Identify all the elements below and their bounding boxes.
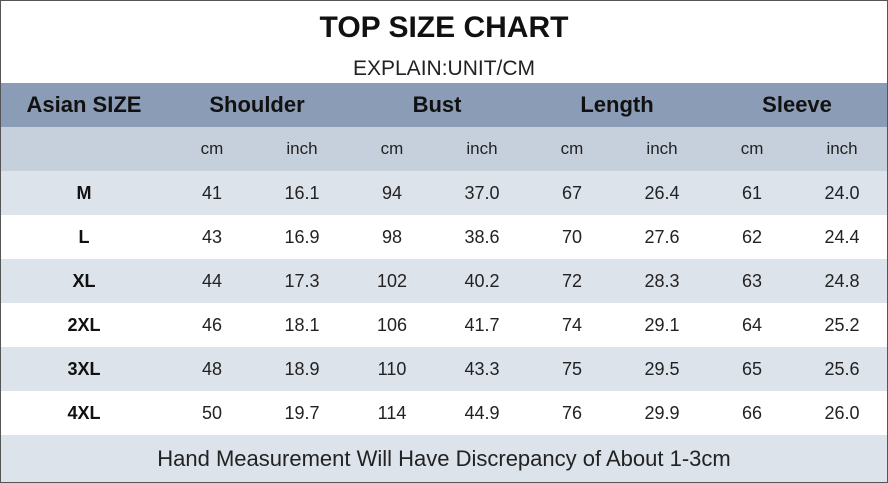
- unit-label: cm: [707, 127, 798, 171]
- measure-cell: 76: [527, 391, 618, 435]
- size-row: 2XL 46 18.1 106 41.7 74 29.1 64 25.2: [1, 303, 888, 347]
- unit-label: cm: [527, 127, 618, 171]
- measure-cell: 19.7: [257, 391, 347, 435]
- measure-cell: 102: [347, 259, 437, 303]
- measure-cell: 106: [347, 303, 437, 347]
- measure-cell: 29.1: [617, 303, 708, 347]
- measure-cell: 16.1: [257, 171, 347, 215]
- measure-cell: 44: [167, 259, 257, 303]
- measure-cell: 27.6: [617, 215, 708, 259]
- footer-note: Hand Measurement Will Have Discrepancy o…: [1, 435, 887, 482]
- measure-cell: 24.4: [797, 215, 888, 259]
- measure-cell: 48: [167, 347, 257, 391]
- unit-cell-empty: [1, 127, 167, 171]
- column-header: Shoulder: [167, 83, 347, 127]
- size-table: Asian SIZE Shoulder Bust Length Sleeve cm inch…: [1, 83, 888, 435]
- unit-label: inch: [617, 127, 708, 171]
- measure-cell: 70: [527, 215, 618, 259]
- measure-cell: 62: [707, 215, 798, 259]
- column-header: Asian SIZE: [1, 83, 167, 127]
- unit-row: cm inch cm inch cm inch cm inch: [1, 127, 888, 171]
- size-label: M: [1, 171, 167, 215]
- measure-cell: 50: [167, 391, 257, 435]
- measure-cell: 63: [707, 259, 798, 303]
- size-row: M 41 16.1 94 37.0 67 26.4 61 24.0: [1, 171, 888, 215]
- measure-cell: 72: [527, 259, 618, 303]
- size-row: XL 44 17.3 102 40.2 72 28.3 63 24.8: [1, 259, 888, 303]
- measure-cell: 29.9: [617, 391, 708, 435]
- measure-cell: 26.0: [797, 391, 888, 435]
- size-label: L: [1, 215, 167, 259]
- measure-cell: 26.4: [617, 171, 708, 215]
- measure-cell: 64: [707, 303, 798, 347]
- measure-cell: 17.3: [257, 259, 347, 303]
- measure-cell: 75: [527, 347, 618, 391]
- unit-label: cm: [167, 127, 257, 171]
- measure-cell: 110: [347, 347, 437, 391]
- unit-label: inch: [437, 127, 528, 171]
- measure-cell: 24.0: [797, 171, 888, 215]
- size-label: XL: [1, 259, 167, 303]
- measure-cell: 18.1: [257, 303, 347, 347]
- measure-cell: 61: [707, 171, 798, 215]
- column-header: Bust: [347, 83, 528, 127]
- header-row: Asian SIZE Shoulder Bust Length Sleeve: [1, 83, 888, 127]
- measure-cell: 114: [347, 391, 437, 435]
- measure-cell: 41: [167, 171, 257, 215]
- measure-cell: 28.3: [617, 259, 708, 303]
- unit-label: inch: [797, 127, 888, 171]
- measure-cell: 94: [347, 171, 437, 215]
- measure-cell: 43.3: [437, 347, 528, 391]
- measure-cell: 66: [707, 391, 798, 435]
- unit-label: inch: [257, 127, 347, 171]
- size-label: 2XL: [1, 303, 167, 347]
- measure-cell: 37.0: [437, 171, 528, 215]
- size-row: L 43 16.9 98 38.6 70 27.6 62 24.4: [1, 215, 888, 259]
- measure-cell: 25.6: [797, 347, 888, 391]
- measure-cell: 29.5: [617, 347, 708, 391]
- column-header: Sleeve: [707, 83, 888, 127]
- size-label: 4XL: [1, 391, 167, 435]
- title: TOP SIZE CHART: [319, 11, 569, 44]
- measure-cell: 25.2: [797, 303, 888, 347]
- unit-label: cm: [347, 127, 437, 171]
- measure-cell: 65: [707, 347, 798, 391]
- measure-cell: 24.8: [797, 259, 888, 303]
- measure-cell: 18.9: [257, 347, 347, 391]
- measure-cell: 44.9: [437, 391, 528, 435]
- measure-cell: 38.6: [437, 215, 528, 259]
- measure-cell: 40.2: [437, 259, 528, 303]
- measure-cell: 67: [527, 171, 618, 215]
- size-row: 4XL 50 19.7 114 44.9 76 29.9 66 26.0: [1, 391, 888, 435]
- measure-cell: 98: [347, 215, 437, 259]
- measure-cell: 16.9: [257, 215, 347, 259]
- size-row: 3XL 48 18.9 110 43.3 75 29.5 65 25.6: [1, 347, 888, 391]
- measure-cell: 41.7: [437, 303, 528, 347]
- size-label: 3XL: [1, 347, 167, 391]
- subtitle: EXPLAIN:UNIT/CM: [352, 57, 536, 80]
- measure-cell: 43: [167, 215, 257, 259]
- measure-cell: 74: [527, 303, 618, 347]
- column-header: Length: [527, 83, 708, 127]
- measure-cell: 46: [167, 303, 257, 347]
